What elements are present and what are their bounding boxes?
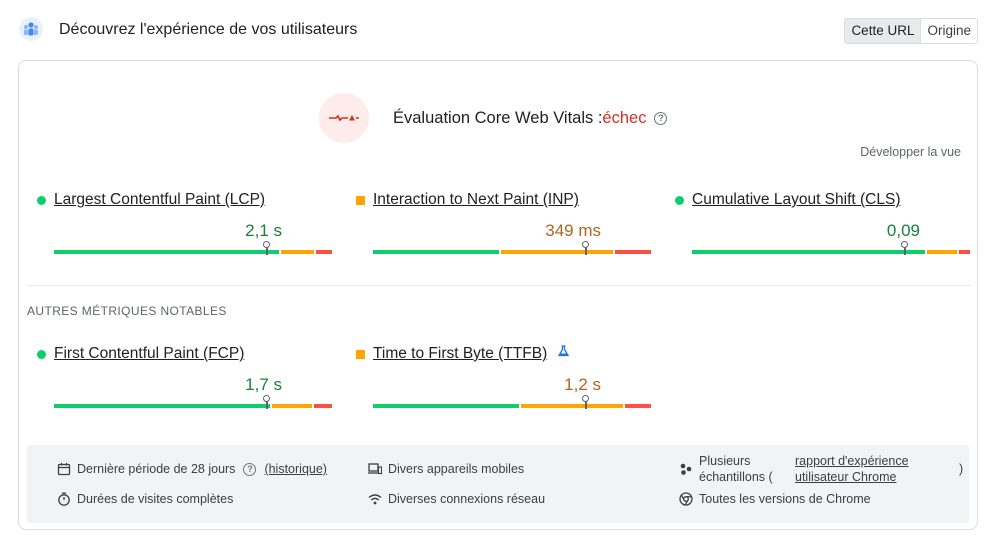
metric-title-link[interactable]: Time to First Byte (TTFB) bbox=[373, 345, 548, 362]
metric-fcp: First Contentful Paint (FCP) 1,7 s bbox=[37, 345, 334, 409]
distribution-poor-segment bbox=[316, 250, 332, 254]
average-square-icon bbox=[356, 350, 365, 359]
good-dot-icon bbox=[37, 350, 46, 359]
visits-info: Durées de visites complètes bbox=[57, 492, 233, 506]
distribution-good-segment bbox=[373, 404, 520, 408]
chrome-text: Toutes les versions de Chrome bbox=[699, 492, 871, 506]
scope-toggle: Cette URL Origine bbox=[844, 18, 978, 44]
crux-report-link[interactable]: rapport d'expérience bbox=[795, 454, 909, 468]
other-metrics-heading: AUTRES MÉTRIQUES NOTABLES bbox=[27, 304, 227, 318]
p75-marker-icon bbox=[901, 241, 908, 256]
calendar-icon bbox=[57, 463, 71, 476]
period-info: Dernière période de 28 jours ? (historiq… bbox=[57, 462, 327, 476]
distribution-poor-segment bbox=[615, 250, 651, 254]
history-link[interactable]: (historique) bbox=[264, 462, 327, 476]
data-context-footer: Dernière période de 28 jours ? (historiq… bbox=[27, 445, 969, 523]
distribution-bar bbox=[373, 395, 651, 409]
connections-text: Diverses connexions réseau bbox=[388, 492, 546, 506]
devices-icon bbox=[368, 463, 382, 475]
distribution-average-segment bbox=[927, 250, 957, 254]
chrome-icon bbox=[679, 492, 693, 506]
distribution-bar bbox=[54, 241, 332, 255]
distribution-poor-segment bbox=[313, 404, 333, 408]
p75-marker-icon bbox=[582, 241, 589, 256]
metric-value: 349 ms bbox=[545, 221, 601, 240]
metric-value: 0,09 bbox=[886, 221, 920, 240]
cwv-card: Évaluation Core Web Vitals :échec? Dével… bbox=[18, 60, 978, 530]
metric-inp: Interaction to Next Paint (INP) 349 ms bbox=[356, 191, 653, 255]
distribution-average-segment bbox=[281, 250, 314, 254]
distribution-average-segment bbox=[501, 250, 613, 254]
verdict-status: échec bbox=[602, 109, 647, 127]
distribution-average-segment bbox=[271, 404, 312, 408]
help-icon[interactable]: ? bbox=[654, 112, 668, 125]
good-dot-icon bbox=[37, 196, 46, 205]
distribution-poor-segment bbox=[625, 404, 651, 408]
distribution-good-segment bbox=[373, 250, 499, 254]
metric-ttfb: Time to First Byte (TTFB) 1,2 s bbox=[356, 345, 653, 409]
connections-info: Diverses connexions réseau bbox=[368, 492, 545, 506]
failed-waveform-icon bbox=[319, 93, 369, 143]
devices-info: Divers appareils mobiles bbox=[368, 462, 524, 476]
samples-text-line-1: Plusieurs bbox=[699, 454, 751, 468]
samples-suffix: ) bbox=[959, 462, 964, 476]
period-text: Dernière période de 28 jours bbox=[77, 462, 236, 476]
metric-lcp: Largest Contentful Paint (LCP) 2,1 s bbox=[37, 191, 334, 255]
metric-value: 2,1 s bbox=[245, 221, 282, 240]
good-dot-icon bbox=[675, 196, 684, 205]
timer-icon bbox=[58, 492, 70, 506]
distribution-bar bbox=[692, 241, 970, 255]
distribution-bar bbox=[373, 241, 651, 255]
page-header: Découvrez l'expérience de vos utilisateu… bbox=[18, 14, 978, 48]
expand-view-link[interactable]: Développer la vue bbox=[860, 145, 961, 159]
distribution-good-segment bbox=[54, 250, 279, 254]
distribution-good-segment bbox=[54, 404, 270, 408]
devices-text: Divers appareils mobiles bbox=[388, 462, 525, 476]
page-title: Découvrez l'expérience de vos utilisateu… bbox=[59, 21, 358, 38]
samples-icon bbox=[680, 463, 692, 475]
metric-title-link[interactable]: Cumulative Layout Shift (CLS) bbox=[692, 191, 901, 208]
metric-title-link[interactable]: Interaction to Next Paint (INP) bbox=[373, 191, 579, 208]
section-divider bbox=[27, 285, 971, 286]
verdict-label: Évaluation Core Web Vitals : bbox=[393, 109, 603, 127]
lab-flask-icon bbox=[557, 345, 569, 357]
distribution-poor-segment bbox=[959, 250, 970, 254]
samples-info: Plusieurs échantillons ( rapport d'expér… bbox=[679, 453, 963, 485]
wifi-icon bbox=[368, 494, 382, 505]
distribution-good-segment bbox=[692, 250, 925, 254]
samples-text-line-2: échantillons ( bbox=[699, 470, 773, 484]
p75-marker-icon bbox=[582, 395, 589, 410]
chrome-info: Toutes les versions de Chrome bbox=[679, 492, 871, 506]
metric-value: 1,2 s bbox=[564, 375, 601, 394]
visits-text: Durées de visites complètes bbox=[77, 492, 234, 506]
users-icon bbox=[19, 17, 43, 41]
tab-origin[interactable]: Origine bbox=[920, 19, 977, 43]
metric-value: 1,7 s bbox=[245, 375, 282, 394]
distribution-average-segment bbox=[521, 404, 624, 408]
p75-marker-icon bbox=[263, 241, 270, 256]
crux-report-link-line-2[interactable]: utilisateur Chrome bbox=[795, 470, 897, 484]
metric-cls: Cumulative Layout Shift (CLS) 0,09 bbox=[675, 191, 972, 255]
metric-title-link[interactable]: Largest Contentful Paint (LCP) bbox=[54, 191, 266, 208]
tab-this-url[interactable]: Cette URL bbox=[845, 19, 921, 43]
distribution-bar bbox=[54, 395, 333, 409]
metric-title-link[interactable]: First Contentful Paint (FCP) bbox=[54, 345, 245, 362]
help-icon[interactable]: ? bbox=[243, 462, 257, 476]
average-square-icon bbox=[356, 196, 365, 205]
p75-marker-icon bbox=[263, 395, 270, 410]
